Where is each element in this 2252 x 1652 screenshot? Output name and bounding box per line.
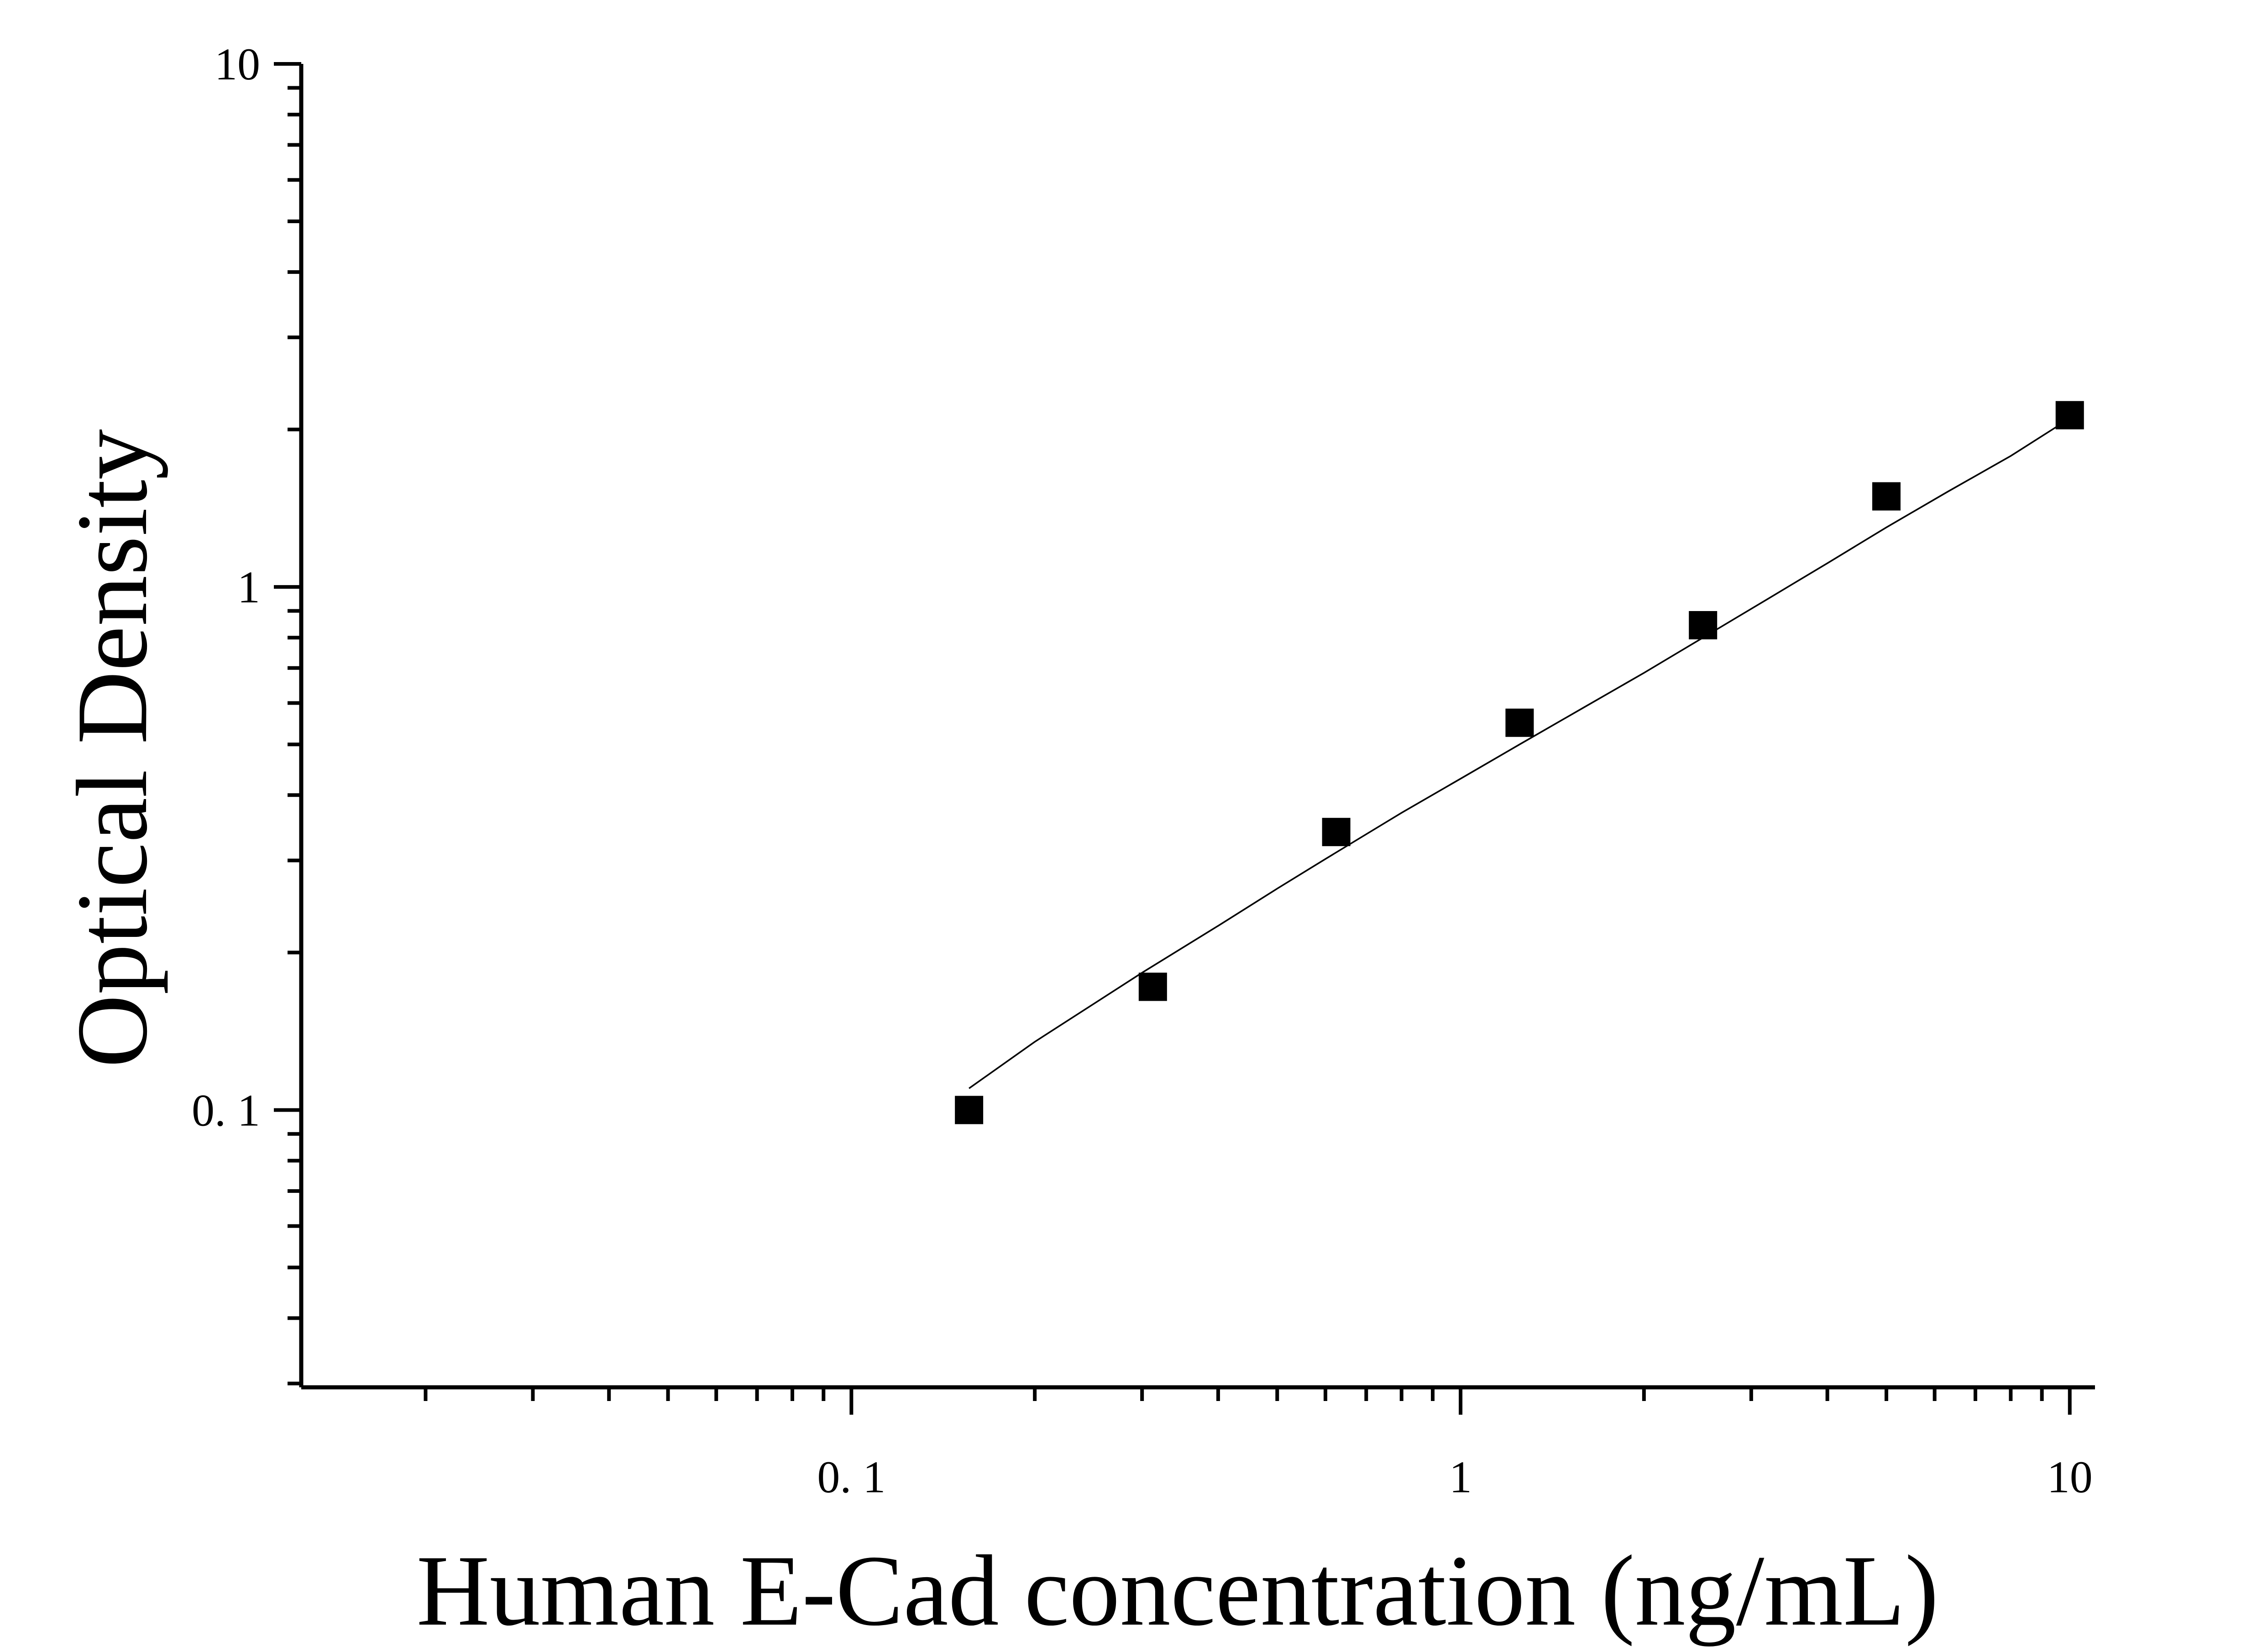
data-point (1322, 818, 1351, 847)
axes (299, 64, 2095, 1390)
x-tick-label: 0. 1 (817, 1452, 885, 1502)
points-layer (955, 401, 2084, 1124)
x-axis-title: Human E-Cad concentration (ng/mL) (416, 1535, 1938, 1647)
x-ticks: 0. 1 1 10 (424, 1387, 2093, 1502)
data-point (1138, 972, 1167, 1001)
x-tick-label: 1 (1449, 1452, 1472, 1502)
x-tick-label: 10 (2047, 1452, 2093, 1502)
y-tick-label: 10 (215, 39, 260, 89)
data-point (2055, 401, 2084, 429)
y-axis-title: Optical Density (56, 429, 168, 1068)
y-tick-label: 0. 1 (192, 1085, 260, 1135)
data-point (1872, 482, 1901, 511)
data-point (955, 1096, 984, 1124)
fit-curve (969, 418, 2070, 1089)
data-point (1505, 708, 1534, 737)
y-tick-label: 1 (237, 562, 260, 612)
y-ticks: 10 1 0. 1 (192, 39, 301, 1385)
data-point (1689, 611, 1718, 639)
fit-layer (969, 418, 2070, 1089)
